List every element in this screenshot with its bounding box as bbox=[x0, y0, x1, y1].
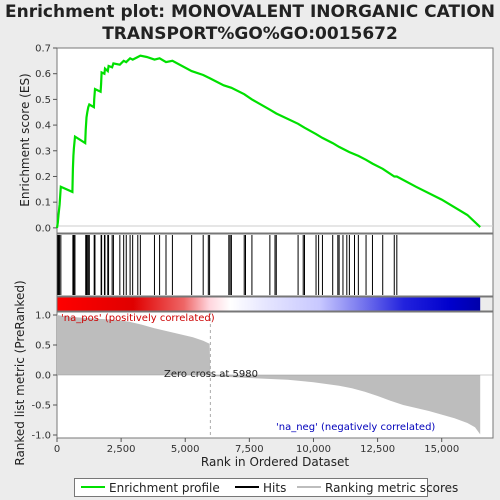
metric-ytick-label: 0.0 bbox=[35, 371, 51, 382]
xtick-label: 15,000 bbox=[424, 444, 459, 455]
es-ytick-label: 0.1 bbox=[35, 198, 51, 209]
metric-y-axis-label: Ranked list metric (PreRanked) bbox=[13, 280, 27, 465]
metric-ytick-label: -0.5 bbox=[31, 401, 51, 412]
xtick-label: 12,500 bbox=[360, 444, 395, 455]
es-ytick-label: 0.6 bbox=[35, 69, 51, 80]
rank-colorbar bbox=[57, 297, 481, 311]
metric-ytick-label: 0.5 bbox=[35, 341, 51, 352]
colorbar-frame bbox=[56, 296, 494, 312]
legend-metric-label: Ranking metric scores bbox=[325, 481, 459, 495]
title-line-1: Enrichment plot: MONOVALENT INORGANIC CA… bbox=[4, 2, 496, 22]
xtick-label: 5,000 bbox=[171, 444, 200, 455]
es-y-axis-label: Enrichment score (ES) bbox=[18, 73, 32, 206]
es-ytick-label: 0.5 bbox=[35, 95, 51, 106]
es-ytick-label: 0.4 bbox=[35, 121, 51, 132]
chart-title: Enrichment plot: MONOVALENT INORGANIC CA… bbox=[0, 1, 500, 45]
title-line-2: TRANSPORT%GO%GO:0015672 bbox=[102, 24, 398, 44]
legend-hits-swatch bbox=[235, 486, 259, 488]
metric-ytick-label: -1.0 bbox=[31, 431, 51, 442]
enrichment-profile-line bbox=[55, 54, 481, 229]
xtick-label: 2,500 bbox=[107, 444, 136, 455]
pos-correlated-label: 'na_pos' (positively correlated) bbox=[61, 313, 215, 324]
x-axis-label: Rank in Ordered Dataset bbox=[201, 455, 349, 469]
xtick-label: 7,500 bbox=[235, 444, 264, 455]
metric-ytick-label: 1.0 bbox=[35, 311, 51, 322]
legend-hits-label: Hits bbox=[263, 481, 287, 495]
es-ytick-label: 0.2 bbox=[35, 172, 51, 183]
zero-cross-label: Zero cross at 5980 bbox=[164, 369, 258, 380]
es-ytick-label: 0.0 bbox=[35, 223, 51, 234]
ranking-metric-area bbox=[57, 315, 481, 435]
es-ytick-label: 0.7 bbox=[35, 44, 51, 55]
legend-enrichment-swatch bbox=[81, 486, 105, 488]
neg-correlated-label: 'na_neg' (negatively correlated) bbox=[276, 422, 435, 433]
legend-metric-swatch bbox=[297, 486, 321, 488]
es-plot-area bbox=[56, 47, 494, 234]
es-ytick-label: 0.3 bbox=[35, 146, 51, 157]
xtick-label: 10,000 bbox=[296, 444, 331, 455]
legend: Enrichment profile Hits Ranking metric s… bbox=[74, 478, 458, 497]
xtick-label: 0 bbox=[54, 444, 60, 455]
legend-enrichment-label: Enrichment profile bbox=[109, 481, 220, 495]
